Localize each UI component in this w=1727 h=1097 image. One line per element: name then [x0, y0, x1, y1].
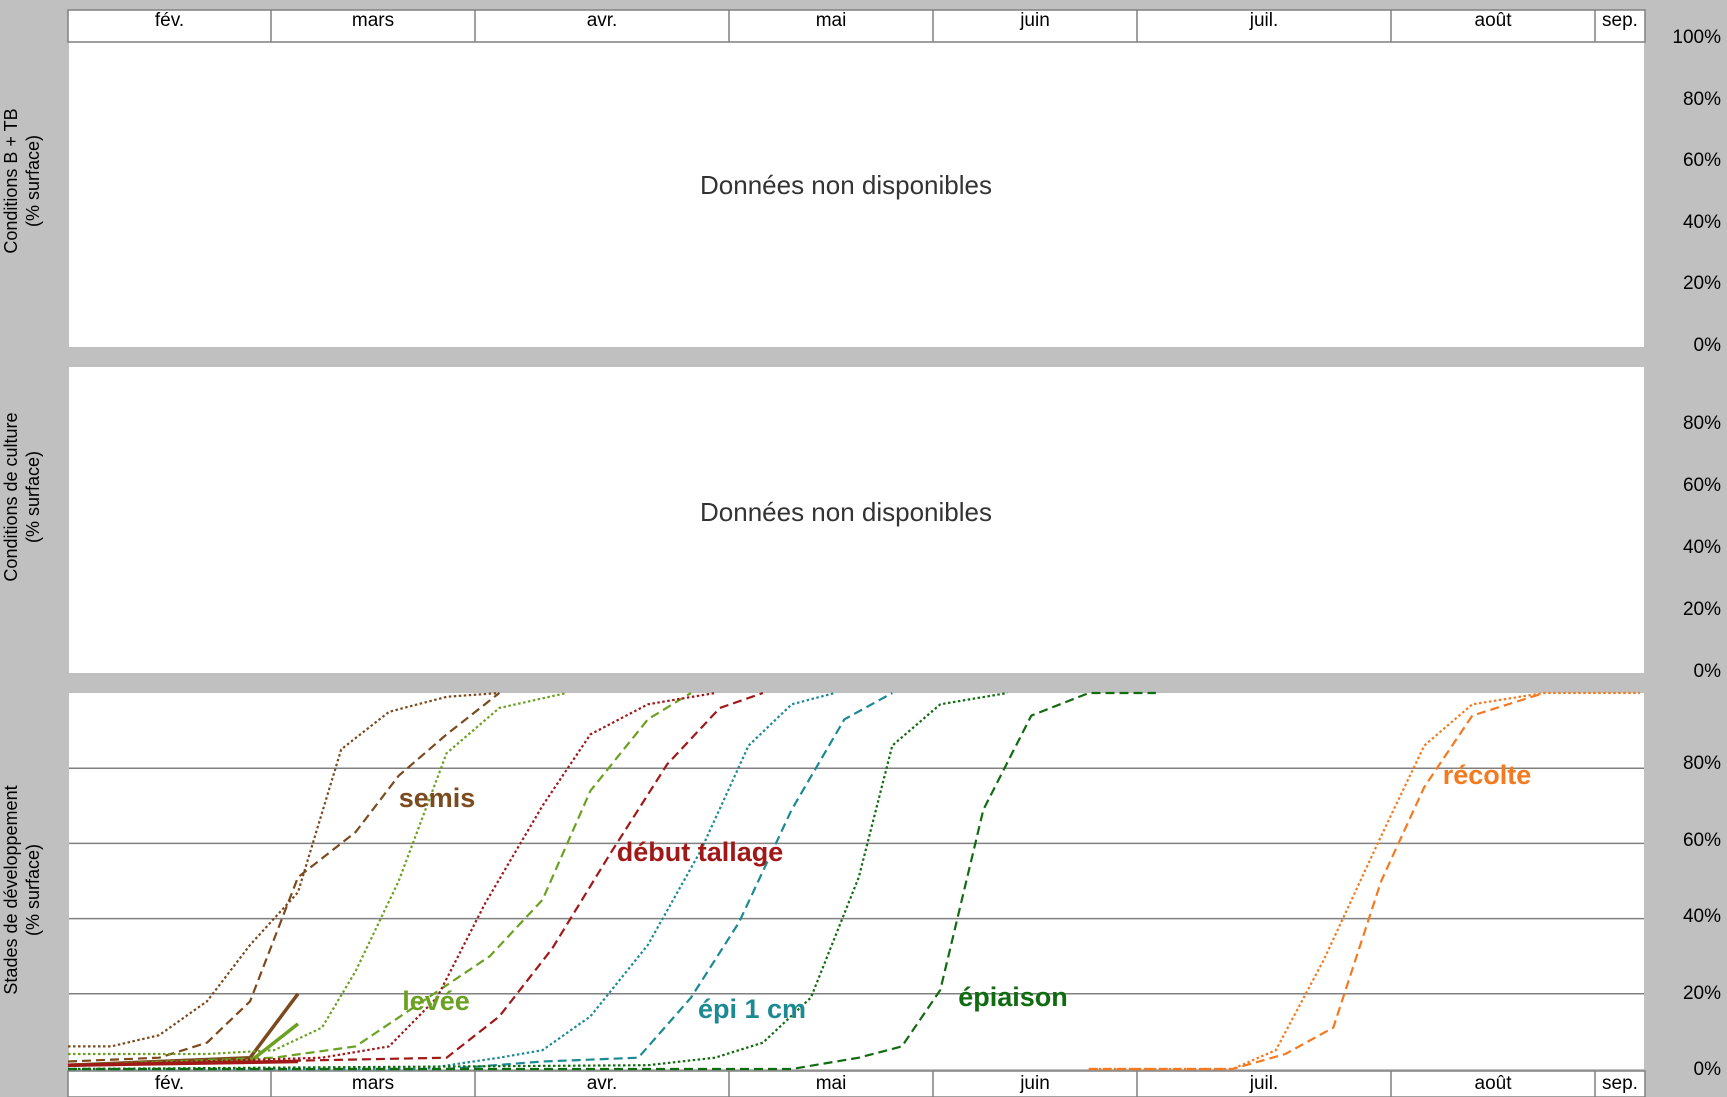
series-line-levée-dotted — [68, 691, 567, 1056]
top-month-label: août — [1475, 10, 1513, 31]
bottom-panel-tick-label: 20% — [1682, 983, 1721, 1004]
bottom-month-label: avr. — [587, 1073, 618, 1094]
top-panel-tick-label: 20% — [1682, 273, 1721, 294]
top-month-axis — [67, 9, 1646, 43]
middle-panel-tick-label: 60% — [1682, 475, 1721, 496]
bottom-month-axis — [67, 1070, 1646, 1097]
top-month-label: juin — [1019, 10, 1050, 31]
middle-panel-tick-label: 40% — [1682, 537, 1721, 558]
bottom-panel-tick-label: 60% — [1682, 830, 1721, 851]
bottom-month-label: mars — [352, 1073, 394, 1094]
bottom-panel-tick-label: 40% — [1682, 906, 1721, 927]
middle-panel-tick-label: 0% — [1693, 661, 1721, 682]
series-line-levée-dashed — [67, 692, 692, 1067]
annotation-semis: semis — [399, 783, 476, 813]
series-line-épiaison-dashed — [68, 691, 1156, 1071]
series-line-récolte-dashed — [1088, 691, 1545, 1071]
top-panel-tick-label: 40% — [1682, 212, 1721, 233]
bottom-month-label: août — [1475, 1073, 1513, 1094]
middle-panel-area — [69, 367, 1644, 673]
top-month-label: avr. — [587, 10, 618, 31]
middle-panel-no-data-message: Données non disponibles — [700, 497, 992, 527]
top-panel-tick-label: 100% — [1672, 27, 1721, 48]
bottom-panel-tick-label: 0% — [1693, 1059, 1721, 1080]
annotation-épi-1-cm: épi 1 cm — [698, 994, 806, 1024]
series-line-début-tallage-dashed — [67, 691, 764, 1067]
annotation-récolte: récolte — [1443, 760, 1532, 790]
top-month-label: mars — [352, 10, 394, 31]
series-line-début-tallage-solid — [67, 1059, 299, 1067]
top-month-label: mai — [816, 10, 847, 31]
series-line-épiaison-dotted — [67, 691, 1008, 1071]
bottom-panel-tick-label: 80% — [1682, 753, 1721, 774]
middle-panel-tick-label: 80% — [1682, 413, 1721, 434]
top-panel-tick-label: 0% — [1693, 335, 1721, 356]
middle-panel-tick-label: 20% — [1682, 599, 1721, 620]
bottom-month-label: sep. — [1602, 1073, 1638, 1094]
top-panel-area — [69, 42, 1644, 347]
top-month-label: sep. — [1602, 10, 1638, 31]
bottom-month-label: juil. — [1249, 1073, 1279, 1094]
top-panel-no-data-message: Données non disponibles — [700, 170, 992, 200]
series-line-semis-dashed — [67, 692, 500, 1063]
annotation-levée: levée — [402, 986, 470, 1016]
top-panel-tick-label: 60% — [1682, 150, 1721, 171]
series-line-début-tallage-dotted — [67, 691, 716, 1067]
top-month-label: juil. — [1249, 10, 1279, 31]
bottom-month-label: fév. — [155, 1073, 184, 1094]
top-panel-tick-label: 80% — [1682, 89, 1721, 110]
annotation-épiaison: épiaison — [958, 982, 1068, 1012]
bottom-panel-area — [69, 693, 1644, 1069]
series-line-épi-1-cm-dotted — [68, 691, 836, 1071]
top-month-label: fév. — [155, 10, 184, 31]
series-line-récolte-dotted — [1088, 691, 1640, 1071]
bottom-month-label: mai — [816, 1073, 847, 1094]
bottom-month-label: juin — [1019, 1073, 1050, 1094]
annotation-début-tallage: début tallage — [617, 837, 784, 867]
